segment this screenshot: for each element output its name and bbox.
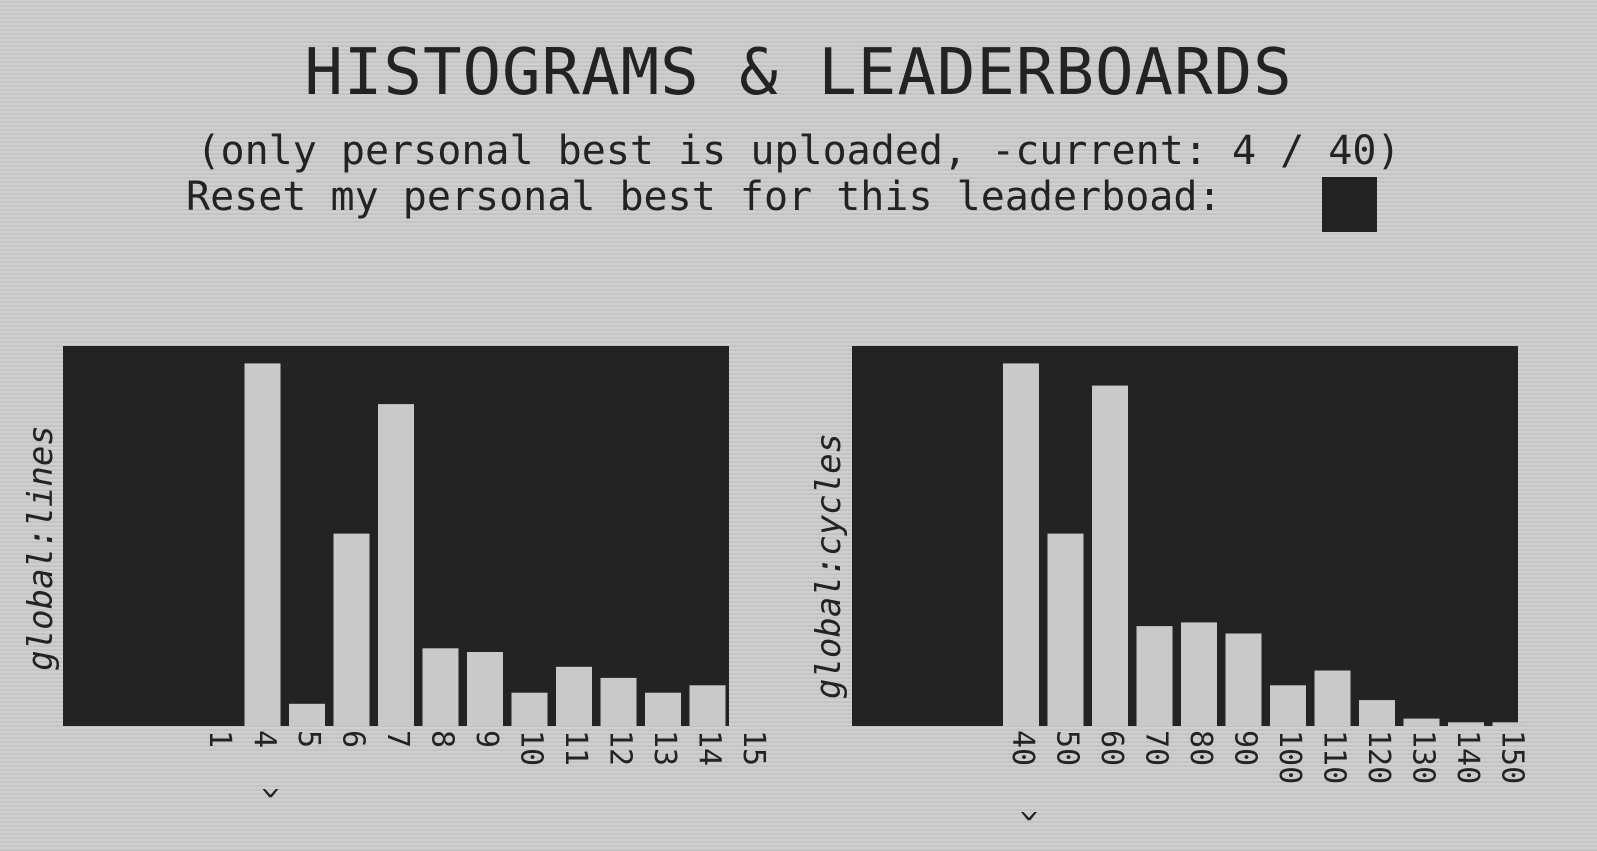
tick-label-40: 40: [1005, 730, 1040, 766]
tick-label-12: 12: [603, 730, 638, 766]
histogram-lines: 1 4 5 6 7 8 9 10 11 12 13 14 15^global:lines: [21, 346, 771, 802]
bar-150: [1492, 722, 1524, 726]
tick-label-6: 6: [336, 730, 371, 748]
bar-5: [289, 703, 325, 726]
bar-40: [1003, 363, 1039, 726]
reset-personal-best-label: Reset my personal best for this leaderbo…: [186, 174, 1222, 220]
bar-4: [244, 363, 281, 726]
bar-90: [1225, 633, 1262, 726]
tick-label-120: 120: [1361, 730, 1396, 784]
bar-14: [689, 685, 726, 726]
reset-personal-best-button[interactable]: [1322, 177, 1377, 232]
current-position-marker: ^: [261, 767, 279, 802]
tick-label-15: 15: [736, 730, 771, 766]
tick-label-4: 4: [247, 730, 282, 748]
tick-label-7: 7: [380, 730, 415, 748]
tick-label-8: 8: [425, 730, 460, 748]
tick-label-130: 130: [1406, 730, 1441, 784]
bar-60: [1092, 385, 1128, 726]
bar-140: [1448, 722, 1484, 726]
bar-70: [1136, 626, 1173, 726]
tick-label-90: 90: [1228, 730, 1263, 766]
bar-50: [1047, 533, 1084, 726]
bar-110: [1314, 670, 1351, 726]
tick-label-50: 50: [1050, 730, 1085, 766]
bar-120: [1359, 700, 1395, 726]
tick-label-11: 11: [558, 730, 593, 766]
bar-10: [511, 692, 548, 726]
tick-label-9: 9: [469, 730, 504, 748]
tick-label-110: 110: [1317, 730, 1352, 784]
y-axis-label: global:lines: [21, 425, 61, 671]
page-subtitle: (only personal best is uploaded, -curren…: [196, 128, 1401, 174]
bar-11: [556, 666, 592, 726]
tick-label-13: 13: [647, 730, 682, 766]
bar-7: [378, 404, 414, 726]
histogram-cycles: 40 50 60 70 80 90 100 110 120 130 140 150 ^ global:cy…: [809, 346, 1530, 825]
tick-label-1: 1: [202, 730, 237, 748]
tick-label-60: 60: [1094, 730, 1129, 766]
bar-9: [467, 652, 503, 726]
tick-label-100: 100: [1272, 730, 1307, 784]
bar-8: [422, 648, 459, 726]
page-title: HISTOGRAMS & LEADERBOARDS: [304, 36, 1293, 110]
tick-label-80: 80: [1183, 730, 1218, 766]
bar-80: [1181, 622, 1217, 726]
tick-label-5: 5: [291, 730, 326, 748]
bar-100: [1270, 685, 1306, 726]
y-axis-label: global:cycles: [809, 433, 849, 699]
bar-6: [333, 533, 370, 726]
bar-13: [645, 692, 681, 726]
tick-label-140: 140: [1450, 730, 1485, 784]
current-position-marker: ^: [1020, 790, 1038, 825]
tick-label-14: 14: [692, 730, 727, 766]
tick-label-10: 10: [514, 730, 549, 766]
tick-label-150: 150: [1495, 730, 1530, 784]
bar-130: [1403, 718, 1440, 726]
tick-label-70: 70: [1139, 730, 1174, 766]
bar-12: [600, 677, 637, 726]
bar-15: [734, 711, 735, 726]
